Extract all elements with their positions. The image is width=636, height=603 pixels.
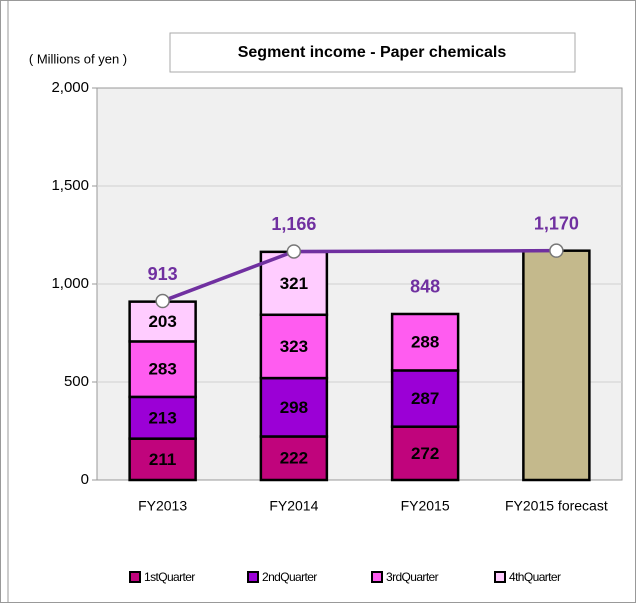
segment-label: 321 [280, 274, 308, 293]
bar-segment [259, 313, 329, 380]
legend-label: 1stQuarter [144, 570, 195, 584]
legend-swatch [371, 571, 383, 583]
y-tick-label: 1,500 [51, 177, 89, 194]
x-tick-label: FY2014 [269, 498, 318, 514]
legend-swatch [247, 571, 259, 583]
total-label: 1,166 [271, 214, 316, 234]
bar-segment [390, 312, 460, 372]
legend-label: 2ndQuarter [262, 570, 317, 584]
total-label: 1,170 [534, 213, 579, 233]
segment-label: 203 [148, 312, 176, 331]
segment-label: 298 [280, 398, 308, 417]
segment-label: 323 [280, 337, 308, 356]
x-tick-label: FY2013 [138, 498, 187, 514]
total-line-segment [162, 249, 295, 303]
segment-label: 211 [149, 450, 176, 469]
segment-label: 283 [148, 360, 176, 379]
segment-label: 213 [148, 408, 176, 427]
total-marker [155, 293, 170, 309]
segment-label: 222 [280, 449, 308, 468]
legend-label: 4thQuarter [509, 570, 561, 584]
title-box [169, 32, 576, 73]
y-tick-label: 1,000 [51, 275, 89, 292]
chart-title: Segment income - Paper chemicals [238, 44, 507, 61]
legend-label: 3rdQuarter [386, 570, 439, 584]
y-tick-label: 500 [64, 373, 89, 390]
y-tick-label: 2,000 [51, 79, 89, 96]
segment-label: 287 [411, 389, 439, 408]
bar-segment [128, 437, 197, 482]
segment-label: 288 [411, 333, 439, 352]
bar-segment [259, 435, 329, 482]
bar-segment [390, 425, 460, 482]
legend-swatch [129, 571, 141, 583]
total-label: 848 [410, 277, 440, 297]
x-tick-label: FY2015 forecast [505, 498, 608, 514]
total-marker [286, 244, 302, 259]
total-marker [549, 243, 564, 258]
forecast-bar [522, 249, 591, 482]
total-line-segment [293, 248, 557, 254]
y-axis-label: ( Millions of yen ) [29, 51, 127, 66]
bar-segment [128, 340, 197, 399]
y-tick-label: 0 [81, 471, 89, 488]
bar-segment [259, 376, 329, 438]
segment-label: 272 [411, 444, 439, 463]
legend-swatch [494, 571, 506, 583]
total-label: 913 [148, 264, 178, 284]
x-tick-label: FY2015 [401, 498, 450, 514]
